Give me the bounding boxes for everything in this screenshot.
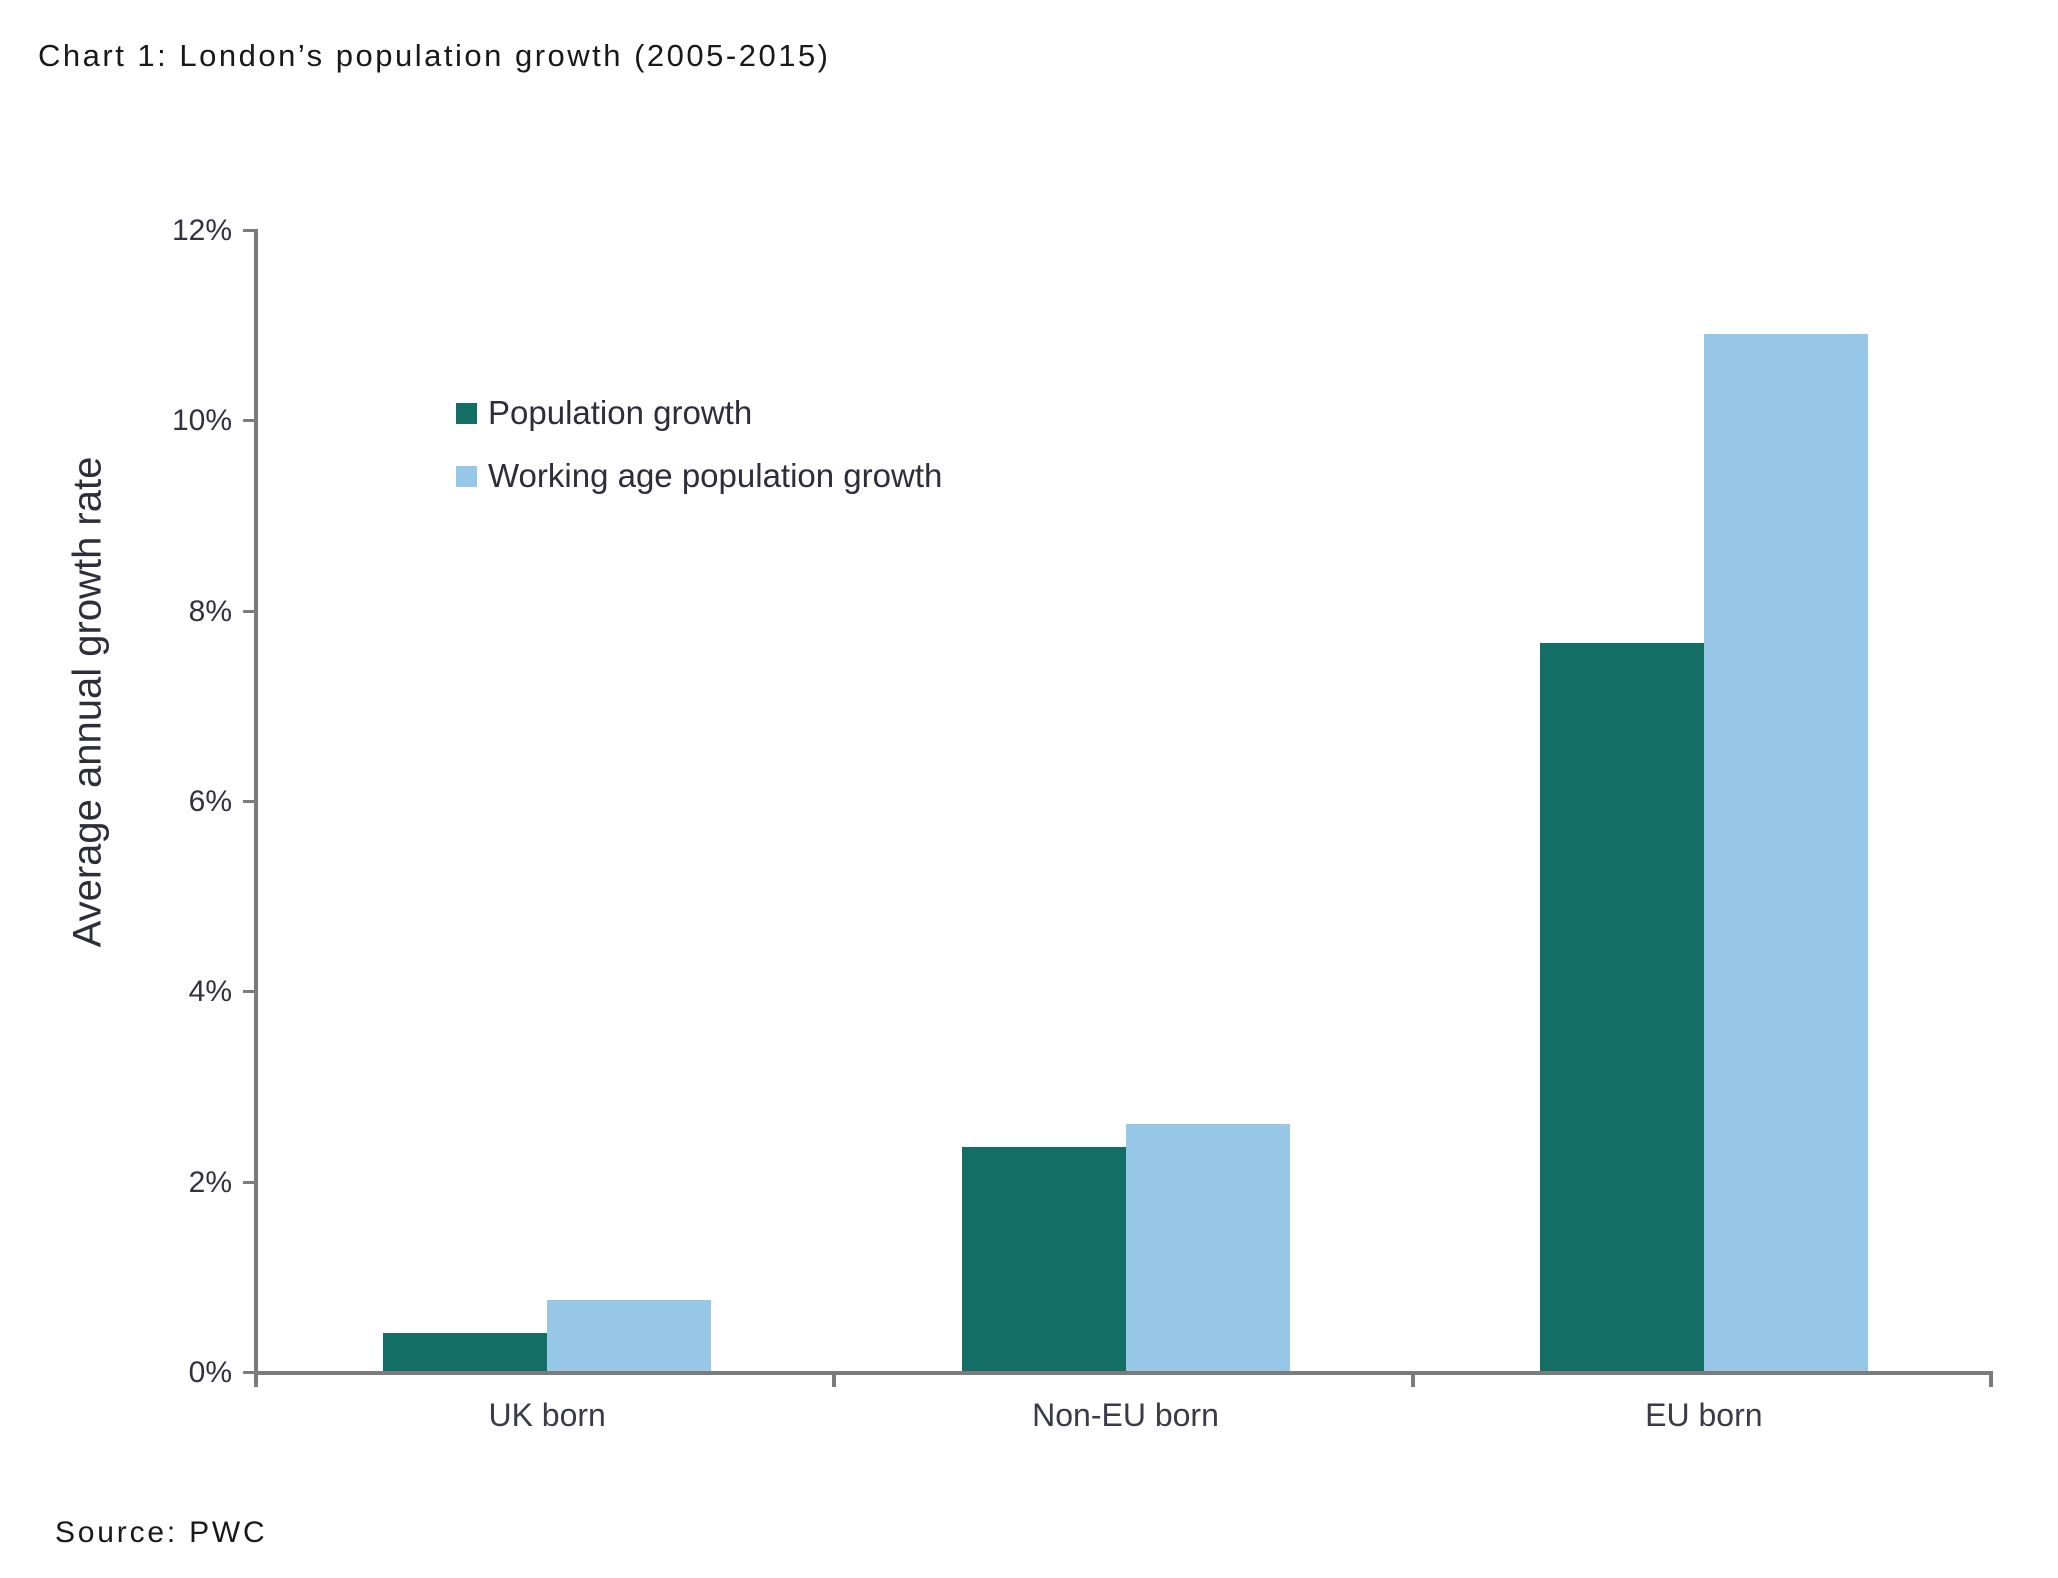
y-axis-title: Average annual growth rate (65, 456, 110, 948)
x-axis-boundary-tick (832, 1373, 837, 1387)
y-tick-label: 12% (171, 214, 232, 247)
source-note: Source: PWC (55, 1516, 268, 1549)
legend-label-working-age-growth: Working age population growth (488, 457, 943, 494)
y-tick-label: 8% (188, 594, 232, 628)
bar-population-growth (961, 1147, 1126, 1371)
y-axis-tick (243, 229, 258, 232)
x-category-label: UK born (488, 1397, 606, 1433)
y-tick-label: 4% (188, 975, 232, 1009)
x-axis-boundary-tick (1410, 1373, 1415, 1387)
bar-working-age-population-growth (1703, 334, 1868, 1371)
y-axis-tick (243, 609, 258, 613)
legend: Population growth Working age population… (456, 393, 942, 519)
chart-title: Chart 1: London’s population growth (200… (38, 38, 831, 73)
y-tick-label: 0% (188, 1356, 232, 1389)
y-axis-tick (243, 800, 258, 803)
y-axis-line (254, 229, 258, 1387)
y-tick-label: 6% (188, 785, 232, 818)
legend-swatch-population-growth (456, 402, 477, 424)
y-axis-tick (243, 990, 258, 994)
bar-working-age-population-growth (1125, 1124, 1290, 1371)
y-tick-label: 10% (171, 404, 232, 438)
y-axis-tick (243, 1180, 258, 1184)
bar-population-growth (383, 1333, 548, 1371)
bar-working-age-population-growth (547, 1300, 712, 1371)
legend-swatch-working-age-growth (456, 465, 477, 487)
y-axis-tick (243, 1371, 258, 1374)
x-axis-line (254, 1371, 1993, 1375)
legend-item-population-growth: Population growth (456, 393, 942, 433)
x-category-label: EU born (1645, 1397, 1763, 1433)
legend-label-population-growth: Population growth (488, 394, 753, 431)
x-category-label: Non-EU born (1032, 1397, 1219, 1433)
x-axis-boundary-tick (1989, 1373, 1993, 1387)
legend-item-working-age-growth: Working age population growth (456, 456, 942, 496)
y-tick-label: 2% (188, 1165, 232, 1199)
bar-population-growth (1539, 643, 1704, 1371)
y-axis-tick (243, 419, 258, 423)
